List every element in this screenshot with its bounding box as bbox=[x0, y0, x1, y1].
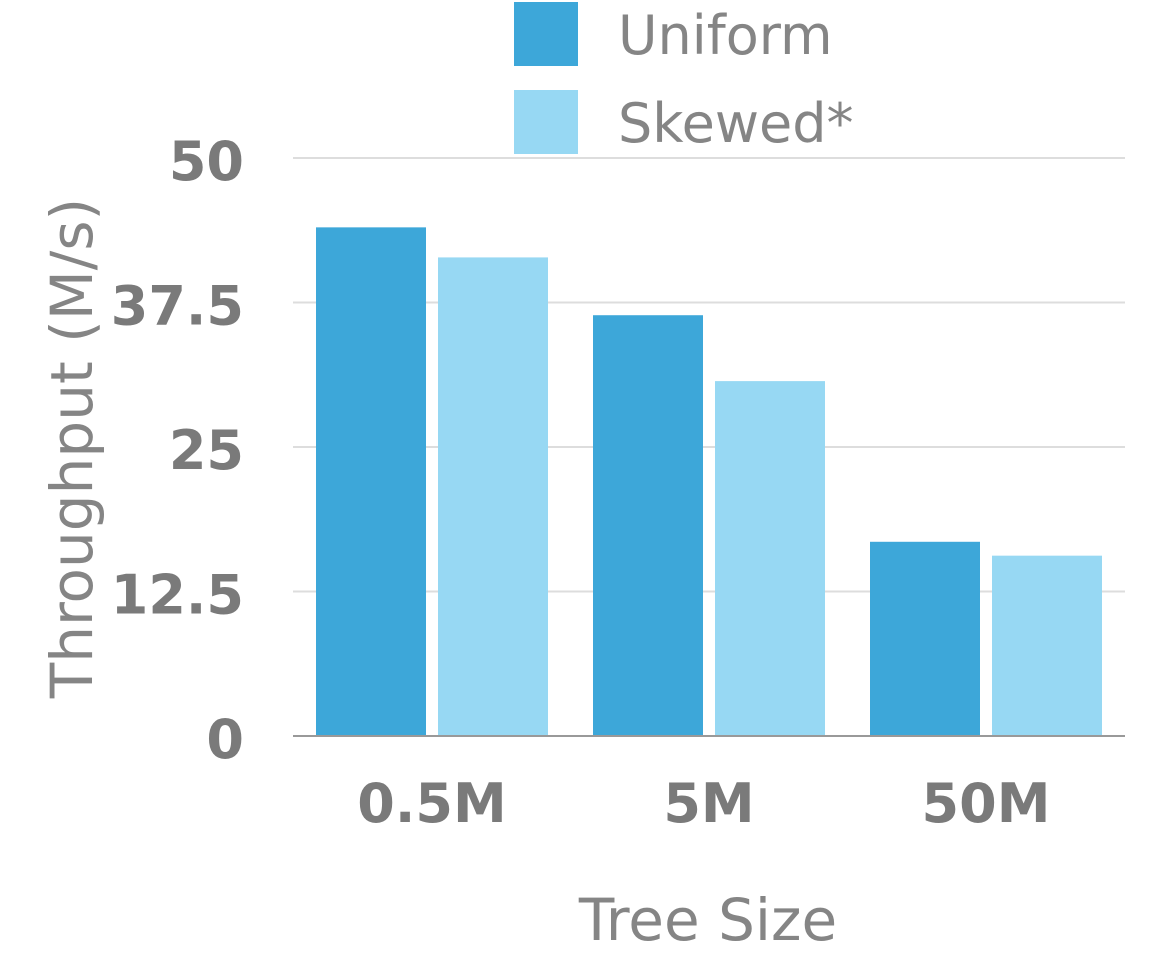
bar-skewed-2 bbox=[992, 555, 1102, 736]
legend: Uniform Skewed* bbox=[514, 2, 854, 155]
x-tick-label: 50M bbox=[922, 772, 1051, 835]
legend-label: Skewed* bbox=[618, 92, 854, 155]
bar-uniform-2 bbox=[870, 541, 980, 736]
y-tick-label: 12.5 bbox=[111, 564, 244, 627]
legend-swatch bbox=[514, 90, 578, 154]
legend-label: Uniform bbox=[618, 4, 833, 67]
bar-uniform-1 bbox=[593, 315, 703, 736]
bars bbox=[316, 227, 1102, 737]
y-axis-title: Throughput (M/s) bbox=[38, 198, 106, 699]
y-tick-label: 0 bbox=[206, 708, 244, 771]
y-tick-label: 37.5 bbox=[111, 275, 244, 338]
gridlines bbox=[293, 157, 1125, 593]
x-axis-title: Tree Size bbox=[578, 886, 837, 954]
x-tick-label: 5M bbox=[663, 772, 754, 835]
axes: 0 12.5 25 37.5 50 0.5M 5M 50M bbox=[111, 130, 1125, 835]
legend-swatch bbox=[514, 2, 578, 66]
y-tick-label: 50 bbox=[169, 130, 244, 193]
y-tick-label: 25 bbox=[169, 419, 244, 482]
bar-skewed-0 bbox=[438, 257, 548, 736]
x-tick-label: 0.5M bbox=[357, 772, 506, 835]
bar-skewed-1 bbox=[715, 381, 825, 736]
bar-uniform-0 bbox=[316, 227, 426, 737]
